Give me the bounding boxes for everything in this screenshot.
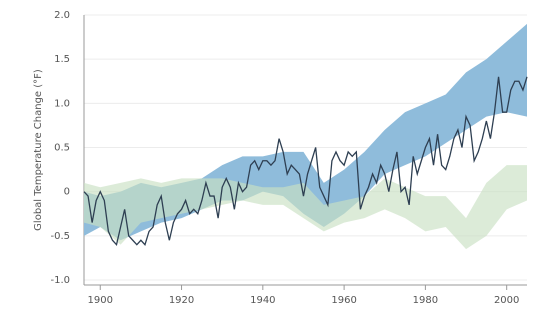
x-tick-label: 1900 [88,295,113,306]
y-tick-label: -1.0 [50,275,70,286]
band [84,165,527,250]
y-tick-label: 0.5 [54,143,70,154]
y-tick-label: 0 [64,187,70,198]
y-tick-label: 1.0 [54,98,70,109]
y-tick-label: 2.0 [54,10,70,21]
x-tick-label: 2000 [494,295,519,306]
x-tick-label: 1960 [331,295,356,306]
line [83,76,528,247]
x-tick-label: 1980 [413,295,438,306]
y-tick-label: -0.5 [50,231,70,242]
y-tick-label: 1.5 [54,54,70,65]
x-tick-label: 1940 [250,295,275,306]
y-axis-label: Global Temperature Change (°F) [33,69,44,231]
x-tick-label: 1920 [169,295,194,306]
